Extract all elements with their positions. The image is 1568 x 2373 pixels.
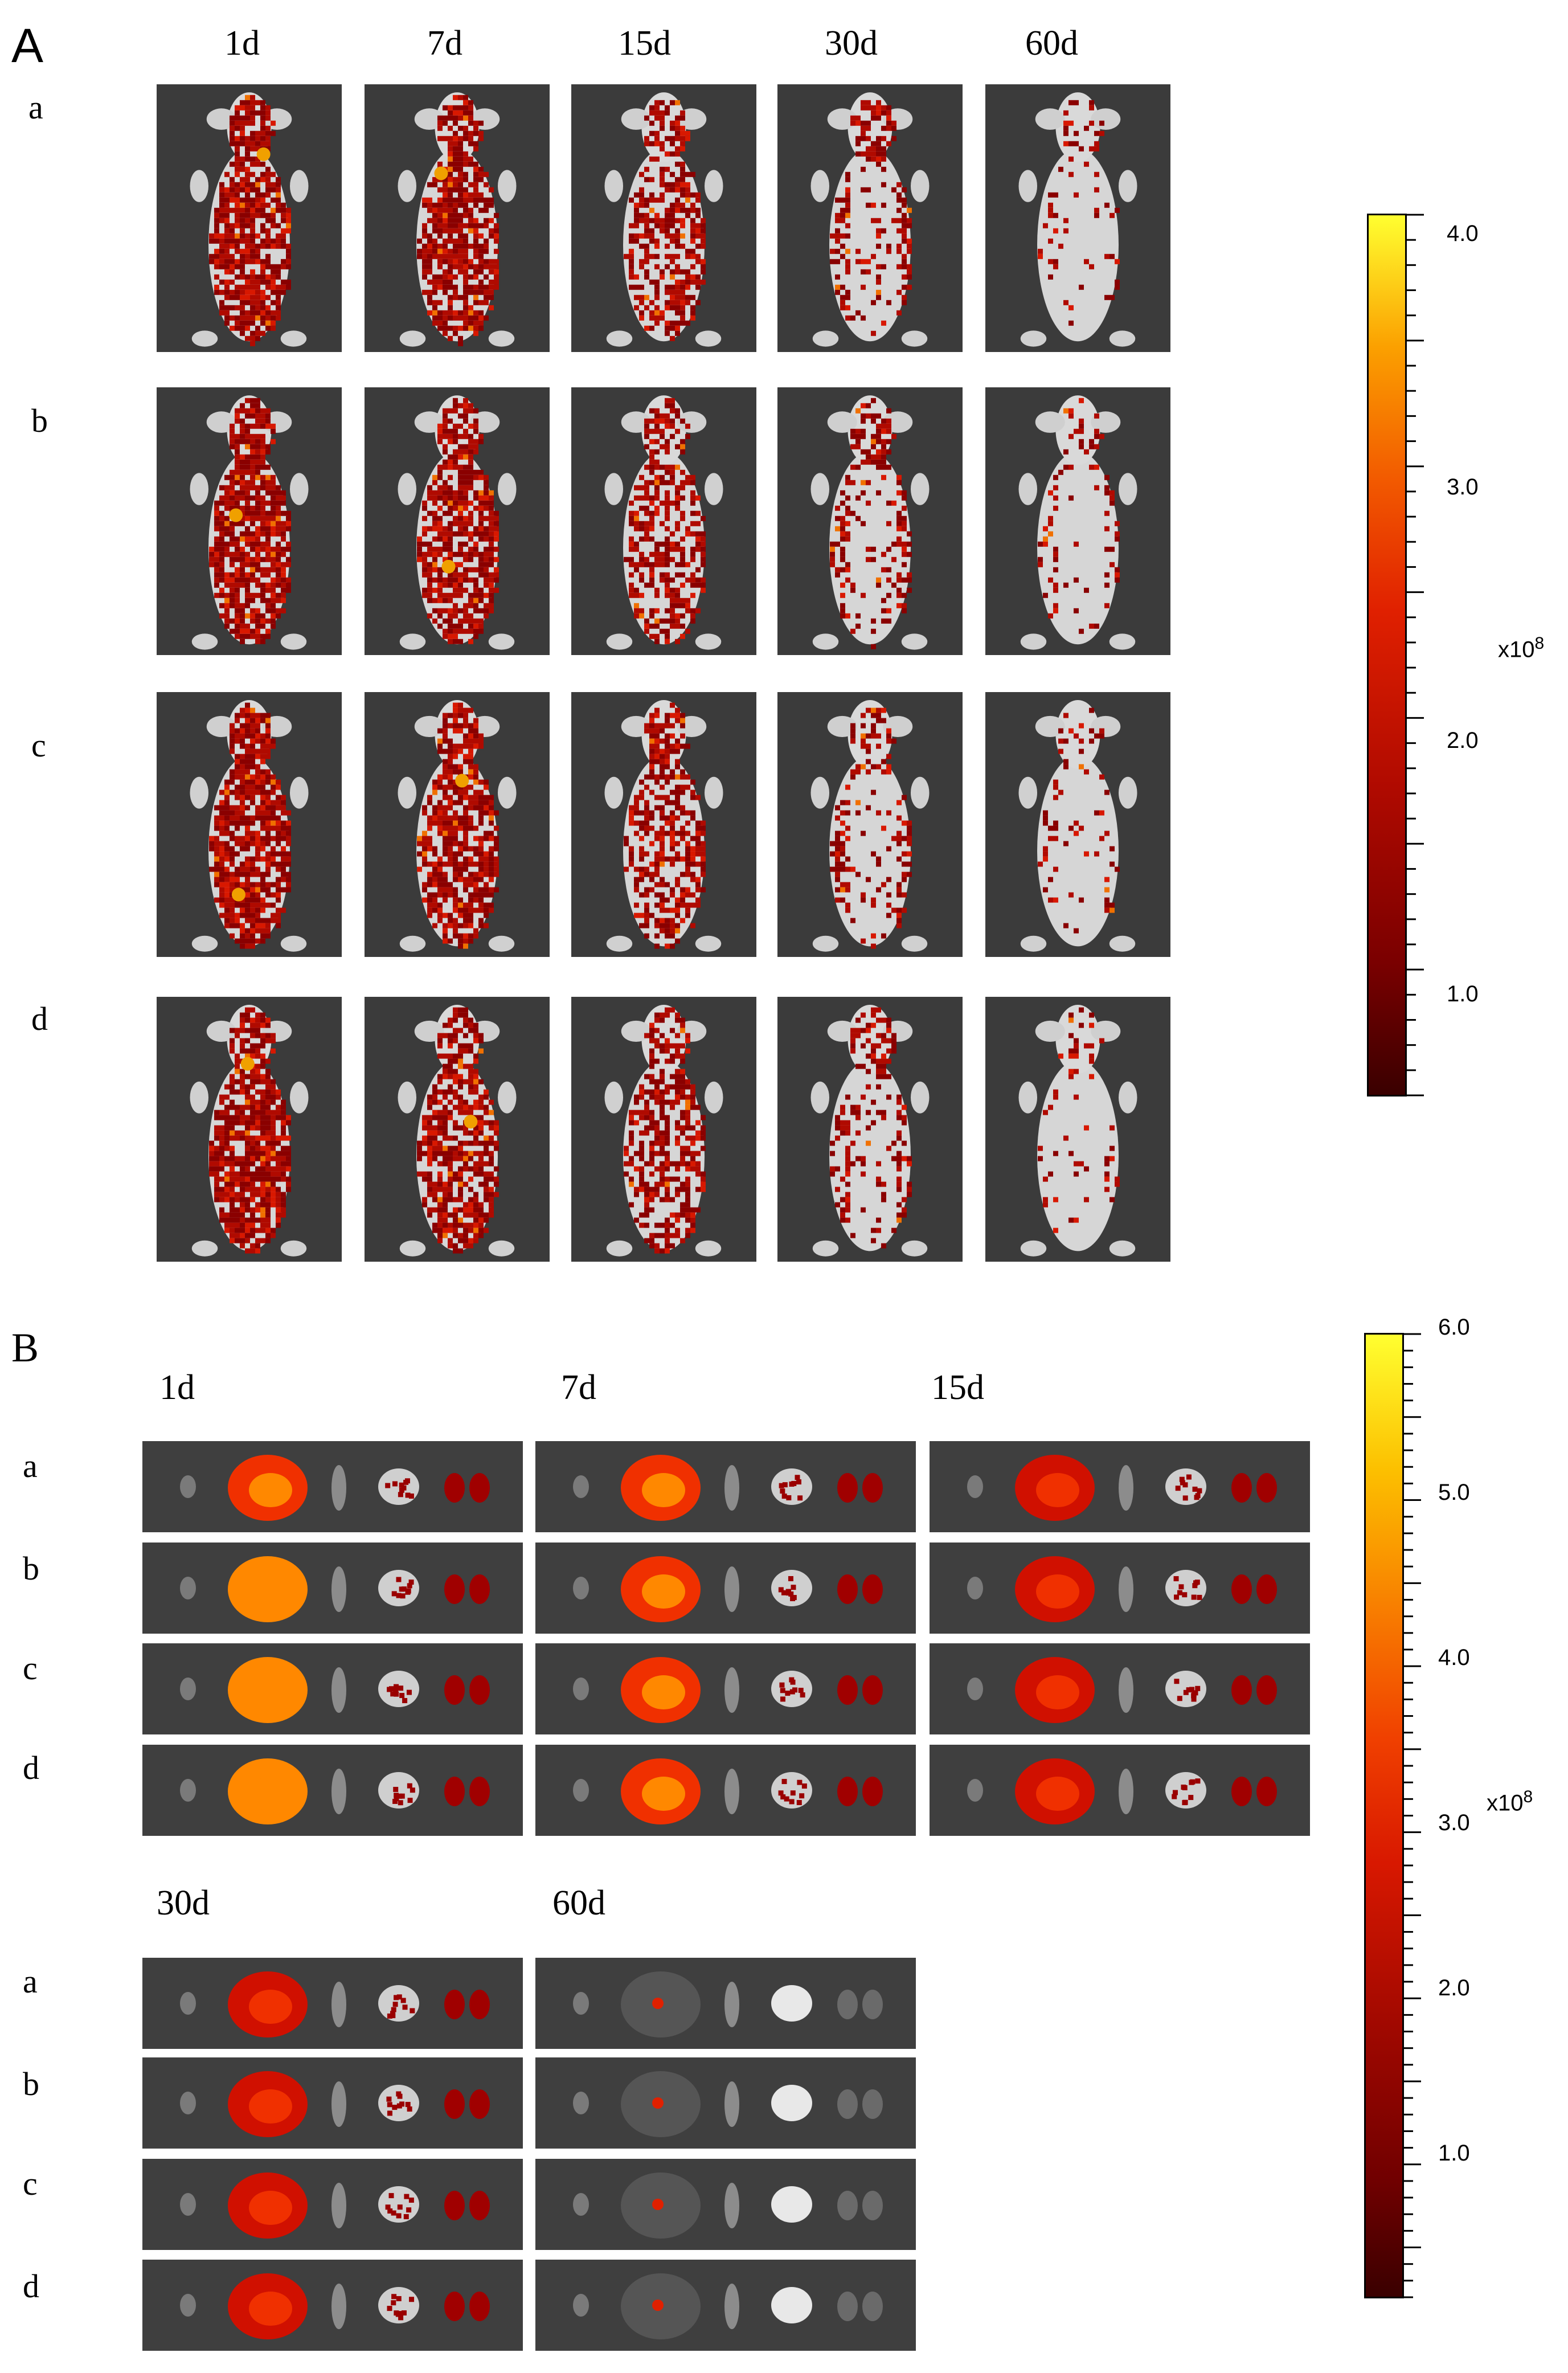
mouse-image-a-1d — [157, 84, 342, 352]
colorbar-a-unit: x108 — [1498, 634, 1545, 662]
organ-strip-d-7d — [535, 1745, 916, 1836]
colorbar-b-tick-5: 5.0 — [1438, 1480, 1470, 1505]
mouse-image-c-15d — [571, 692, 756, 957]
organ-strip-a-60d — [535, 1958, 916, 2049]
organ-strip-c-60d — [535, 2159, 916, 2250]
organ-strip-b-15d — [930, 1543, 1310, 1634]
colorbar-a — [1367, 214, 1407, 1097]
organ-row-label-c-lower: c — [23, 2165, 38, 2202]
colorbar-a-tick-2: 2.0 — [1447, 728, 1479, 753]
mouse-image-c-1d — [157, 692, 342, 957]
colorbar-b-tick-1: 1.0 — [1438, 2141, 1470, 2166]
mouse-image-d-7d — [365, 997, 550, 1262]
row-label-a: a — [28, 89, 43, 126]
organ-strip-b-60d — [535, 2057, 916, 2149]
organ-strip-b-1d — [142, 1543, 523, 1634]
organ-row-label-b-lower: b — [23, 2065, 39, 2102]
colorbar-a-tick-4: 4.0 — [1447, 221, 1479, 246]
colorbar-b-unit: x108 — [1487, 1787, 1533, 1816]
mouse-image-b-1d — [157, 387, 342, 655]
column-label-60d: 60d — [1025, 24, 1078, 63]
organ-strip-d-15d — [930, 1745, 1310, 1836]
mouse-image-c-7d — [365, 692, 550, 957]
organ-row-label-d-lower: d — [23, 2268, 39, 2305]
organ-strip-b-30d — [142, 2057, 523, 2149]
colorbar-a-ticks — [1407, 214, 1424, 1097]
column-label-7d: 7d — [427, 24, 462, 63]
organ-row-label-c-upper: c — [23, 1650, 38, 1687]
mouse-image-d-15d — [571, 997, 756, 1262]
colorbar-b-ticks — [1404, 1333, 1421, 2298]
organ-strip-c-7d — [535, 1643, 916, 1734]
mouse-image-b-15d — [571, 387, 756, 655]
organ-row-label-a-lower: a — [23, 1963, 38, 2000]
time-label-15d: 15d — [931, 1368, 984, 1407]
organ-row-label-b-upper: b — [23, 1550, 39, 1587]
time-label-1d: 1d — [159, 1368, 195, 1407]
row-label-d: d — [31, 1000, 48, 1037]
organ-row-label-d-upper: d — [23, 1749, 39, 1786]
organ-strip-a-30d — [142, 1958, 523, 2049]
time-label-30d: 30d — [157, 1884, 210, 1922]
mouse-image-d-30d — [777, 997, 963, 1262]
row-label-b: b — [31, 402, 48, 439]
mouse-image-a-15d — [571, 84, 756, 352]
organ-strip-b-7d — [535, 1543, 916, 1634]
mouse-image-b-30d — [777, 387, 963, 655]
mouse-image-c-30d — [777, 692, 963, 957]
panel-letter-b: B — [11, 1325, 39, 1370]
time-label-60d: 60d — [552, 1884, 605, 1922]
colorbar-b — [1364, 1333, 1404, 2298]
colorbar-a-tick-1: 1.0 — [1447, 981, 1479, 1007]
panel-letter-a: A — [11, 19, 44, 72]
mouse-image-a-7d — [365, 84, 550, 352]
mouse-image-a-30d — [777, 84, 963, 352]
mouse-image-c-60d — [985, 692, 1170, 957]
mouse-image-b-7d — [365, 387, 550, 655]
colorbar-b-tick-6: 6.0 — [1438, 1315, 1470, 1340]
organ-strip-c-1d — [142, 1643, 523, 1734]
colorbar-a-tick-3: 3.0 — [1447, 474, 1479, 500]
time-label-7d: 7d — [561, 1368, 596, 1407]
mouse-image-d-1d — [157, 997, 342, 1262]
organ-strip-c-15d — [930, 1643, 1310, 1734]
colorbar-b-tick-2: 2.0 — [1438, 1975, 1470, 2000]
row-label-c: c — [31, 727, 46, 764]
mouse-image-a-60d — [985, 84, 1170, 352]
organ-strip-d-60d — [535, 2260, 916, 2351]
organ-strip-d-1d — [142, 1745, 523, 1836]
colorbar-b-tick-3: 3.0 — [1438, 1810, 1470, 1835]
mouse-image-b-60d — [985, 387, 1170, 655]
organ-strip-a-1d — [142, 1441, 523, 1532]
mouse-image-d-60d — [985, 997, 1170, 1262]
column-label-15d: 15d — [618, 24, 671, 63]
organ-strip-a-7d — [535, 1441, 916, 1532]
column-label-1d: 1d — [224, 24, 260, 63]
organ-row-label-a-upper: a — [23, 1447, 38, 1484]
column-label-30d: 30d — [825, 24, 878, 63]
colorbar-b-tick-4: 4.0 — [1438, 1645, 1470, 1670]
organ-strip-a-15d — [930, 1441, 1310, 1532]
organ-strip-c-30d — [142, 2159, 523, 2250]
organ-strip-d-30d — [142, 2260, 523, 2351]
